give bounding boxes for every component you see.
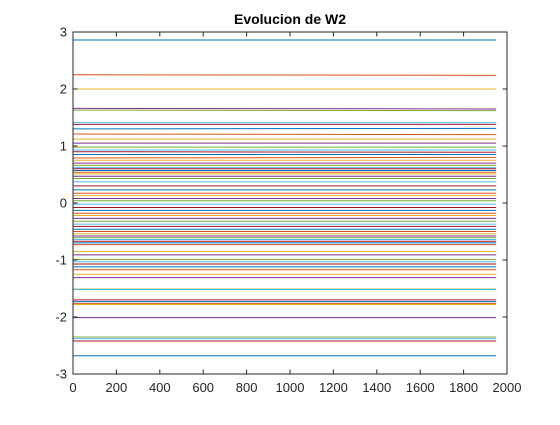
y-tick-label: -2 — [55, 310, 67, 325]
series-line — [72, 109, 497, 112]
y-tick-label: 3 — [60, 25, 67, 40]
tick-layer: 0 200 400 600 800 1000 1200 1400 1600 1800 2000 3 2 1… — [55, 25, 521, 396]
plot-area-background — [73, 32, 507, 374]
y-tick-label: 0 — [60, 196, 67, 211]
x-tick-label: 600 — [192, 380, 214, 395]
y-tick-label: -1 — [55, 253, 67, 268]
x-tick-label: 1200 — [319, 380, 348, 395]
y-tick-label: -3 — [55, 367, 67, 382]
x-tick-label: 1000 — [276, 380, 305, 395]
series-line — [72, 156, 497, 159]
series-line — [72, 74, 497, 76]
chart-title: Evolucion de W2 — [234, 11, 346, 27]
x-tick-label: 0 — [69, 380, 76, 395]
series-line — [72, 107, 497, 110]
series-line — [72, 127, 497, 130]
y-tick-label: 2 — [60, 82, 67, 97]
x-tick-label: 800 — [236, 380, 258, 395]
series-line — [72, 151, 497, 153]
series-layer — [72, 39, 497, 357]
series-line — [72, 133, 497, 136]
y-tick-label: 1 — [60, 139, 67, 154]
x-tick-label: 400 — [149, 380, 171, 395]
x-tick-label: 1400 — [362, 380, 391, 395]
x-tick-label: 1800 — [449, 380, 478, 395]
x-tick-label: 2000 — [493, 380, 522, 395]
x-tick-label: 1600 — [406, 380, 435, 395]
x-tick-label: 200 — [106, 380, 128, 395]
